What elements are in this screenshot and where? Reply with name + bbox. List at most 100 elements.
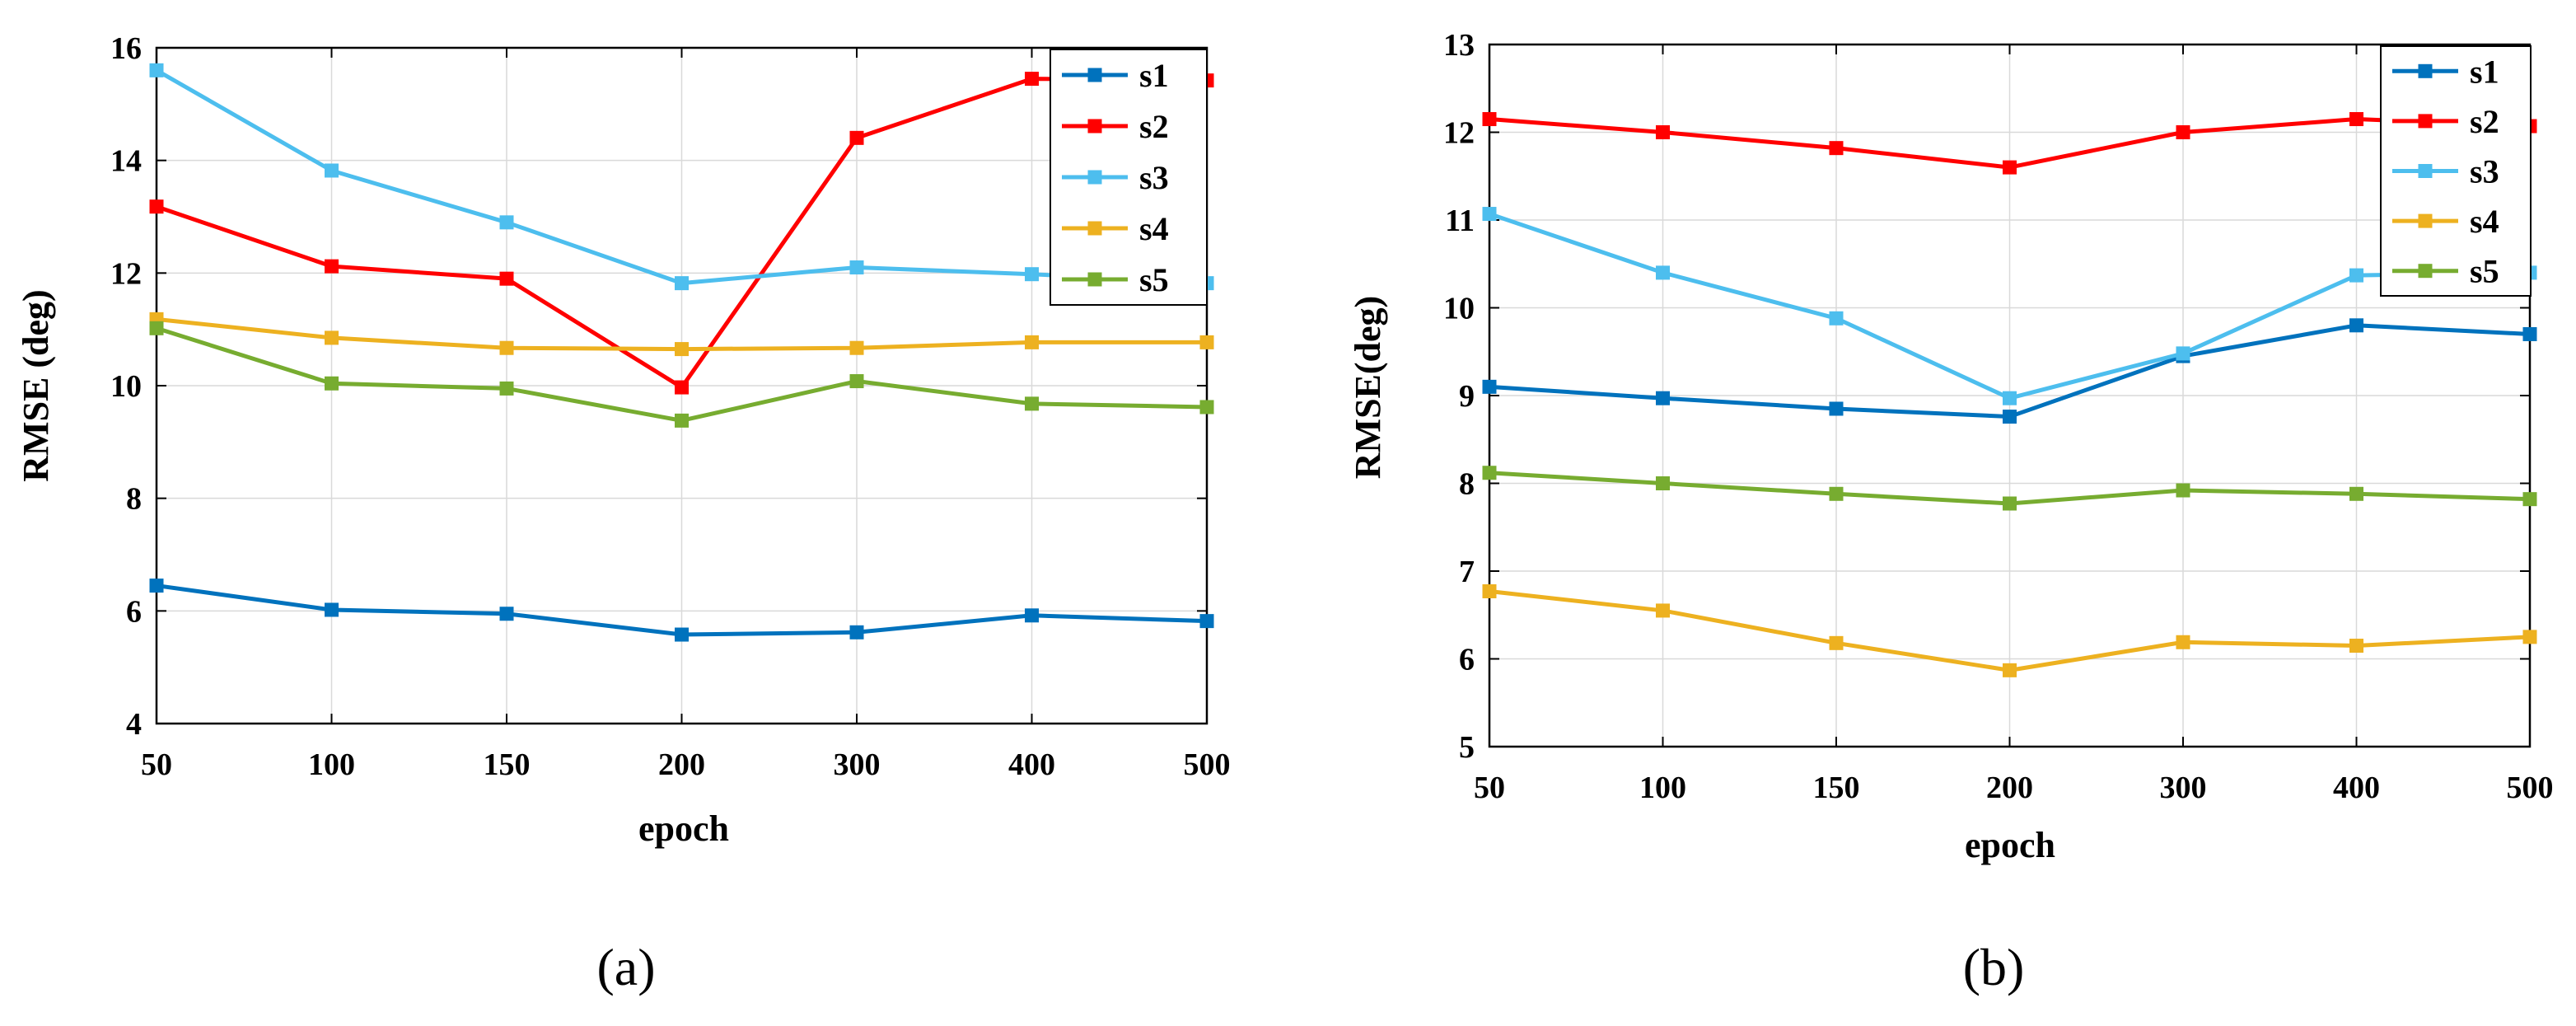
x-tick-label: 50 bbox=[141, 747, 172, 782]
x-tick-label: 500 bbox=[2507, 771, 2554, 805]
x-tick-label: 300 bbox=[2160, 771, 2207, 805]
x-tick-label: 100 bbox=[308, 747, 355, 782]
legend-label-s4: s4 bbox=[2470, 203, 2499, 240]
data-point-s5 bbox=[1656, 476, 1670, 490]
x-tick-label: 300 bbox=[834, 747, 881, 782]
data-point-s5 bbox=[849, 374, 864, 389]
data-point-s1 bbox=[1482, 379, 1497, 394]
y-tick-label: 8 bbox=[126, 482, 142, 517]
legend-swatch-marker bbox=[2418, 164, 2433, 178]
legend-label-s1: s1 bbox=[1139, 57, 1169, 94]
data-point-s4 bbox=[849, 340, 864, 355]
data-point-s4 bbox=[1482, 583, 1497, 598]
x-tick-label: 500 bbox=[1184, 747, 1231, 782]
legend-swatch-marker bbox=[2418, 63, 2433, 78]
data-point-s5 bbox=[2176, 483, 2190, 498]
legend-label-s2: s2 bbox=[1139, 108, 1169, 145]
x-axis-title: epoch bbox=[1965, 825, 2055, 865]
y-tick-label: 11 bbox=[1445, 204, 1475, 238]
data-point-s2 bbox=[1025, 72, 1039, 87]
data-point-s5 bbox=[1482, 466, 1497, 480]
legend-label-s3: s3 bbox=[2470, 153, 2499, 190]
data-point-s2 bbox=[2003, 160, 2017, 175]
y-tick-label: 12 bbox=[1443, 116, 1475, 151]
data-point-s3 bbox=[1656, 265, 1670, 280]
legend-label-s4: s4 bbox=[1139, 210, 1169, 247]
legend-swatch-marker bbox=[2418, 213, 2433, 228]
y-tick-label: 10 bbox=[1443, 292, 1475, 326]
x-tick-label: 400 bbox=[1008, 747, 1055, 782]
series-s4 bbox=[1482, 583, 2537, 677]
data-point-s2 bbox=[499, 271, 514, 286]
data-point-s3 bbox=[2176, 346, 2190, 361]
panel-caption: (a) bbox=[596, 938, 655, 996]
legend-swatch-marker bbox=[1087, 170, 1102, 185]
data-point-s2 bbox=[149, 199, 164, 214]
series-s3 bbox=[149, 63, 1214, 291]
y-tick-label: 10 bbox=[110, 369, 142, 404]
series-s1 bbox=[149, 579, 1214, 642]
y-tick-label: 8 bbox=[1459, 467, 1475, 502]
data-point-s1 bbox=[675, 627, 689, 642]
data-point-s4 bbox=[675, 342, 689, 357]
data-point-s1 bbox=[499, 607, 514, 621]
data-point-s1 bbox=[849, 625, 864, 639]
data-point-s2 bbox=[1482, 112, 1497, 127]
data-point-s4 bbox=[1199, 335, 1214, 349]
series-s4 bbox=[149, 312, 1214, 357]
legend-label-s5: s5 bbox=[2470, 253, 2499, 290]
data-point-s3 bbox=[849, 260, 864, 274]
legend-swatch-marker bbox=[1087, 68, 1102, 82]
data-point-s5 bbox=[2003, 496, 2017, 511]
x-tick-label: 400 bbox=[2333, 771, 2380, 805]
legend: s1 s2 s3 s4 s5 bbox=[1050, 49, 1208, 306]
series-s2 bbox=[1482, 112, 2537, 175]
data-point-s2 bbox=[2349, 112, 2363, 127]
y-tick-label: 12 bbox=[110, 256, 142, 291]
data-point-s2 bbox=[325, 259, 339, 274]
y-tick-label: 6 bbox=[1459, 643, 1475, 677]
panel-caption: (b) bbox=[1963, 938, 2025, 996]
legend-swatch-marker bbox=[2418, 264, 2433, 279]
data-point-s1 bbox=[2522, 326, 2537, 341]
data-point-s3 bbox=[2003, 391, 2017, 405]
data-point-s1 bbox=[325, 602, 339, 617]
ticks: 50 100 150 200 300 400 500 5 6 7 8 9 10 11 12 13 bbox=[1443, 28, 2554, 805]
data-point-s4 bbox=[1656, 603, 1670, 618]
data-point-s5 bbox=[325, 376, 339, 391]
ticks: 50 100 150 200 300 400 500 4 6 8 10 12 14 16 bbox=[110, 31, 1231, 782]
data-point-s3 bbox=[675, 276, 689, 291]
data-point-s2 bbox=[2176, 125, 2190, 139]
data-point-s3 bbox=[1025, 267, 1039, 282]
data-point-s5 bbox=[1199, 400, 1214, 415]
y-axis-title: RMSE (deg) bbox=[16, 289, 56, 481]
legend-label-s3: s3 bbox=[1139, 159, 1169, 196]
series-s5 bbox=[149, 321, 1214, 428]
data-point-s2 bbox=[1656, 125, 1670, 139]
legend-label-s5: s5 bbox=[1139, 261, 1169, 298]
data-point-s3 bbox=[499, 215, 514, 230]
chart-b: 50 100 150 200 300 400 5005678910111213s1s2s3s… bbox=[1348, 28, 2554, 996]
legend-swatch-marker bbox=[1087, 119, 1102, 134]
x-tick-label: 50 bbox=[1474, 771, 1505, 805]
data-point-s1 bbox=[1199, 614, 1214, 629]
data-point-s1 bbox=[1656, 391, 1670, 405]
data-point-s1 bbox=[2349, 318, 2363, 333]
legend-swatch-marker bbox=[2418, 114, 2433, 129]
y-tick-label: 4 bbox=[126, 707, 142, 742]
data-point-s1 bbox=[2003, 410, 2017, 424]
data-point-s5 bbox=[499, 381, 514, 396]
data-point-s1 bbox=[1829, 401, 1844, 416]
y-tick-label: 16 bbox=[110, 31, 142, 66]
x-tick-label: 100 bbox=[1639, 771, 1686, 805]
y-axis-title: RMSE(deg) bbox=[1348, 296, 1388, 479]
data-point-s3 bbox=[325, 163, 339, 178]
legend: s1 s2 s3 s4 s5 bbox=[2380, 45, 2532, 297]
y-tick-label: 6 bbox=[126, 594, 142, 629]
x-tick-label: 200 bbox=[658, 747, 705, 782]
data-point-s4 bbox=[499, 340, 514, 355]
chart-a: 50 100 150 200 300 400 50046810121416s1s2s3s4s… bbox=[16, 31, 1231, 996]
data-point-s3 bbox=[1482, 207, 1497, 222]
series-s2 bbox=[149, 72, 1214, 395]
data-point-s5 bbox=[2522, 492, 2537, 507]
